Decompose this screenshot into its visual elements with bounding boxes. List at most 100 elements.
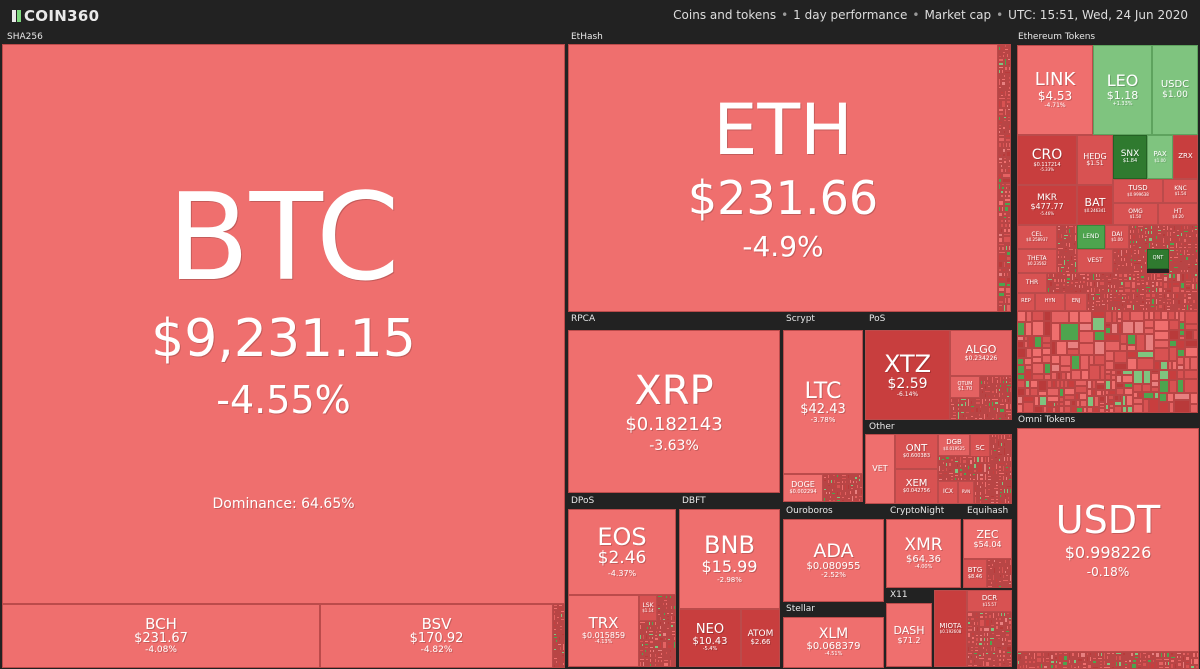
small-coin-tile[interactable] xyxy=(655,649,657,653)
small-coin-tile[interactable] xyxy=(1079,343,1094,355)
small-coin-tile[interactable] xyxy=(1003,236,1011,243)
small-coin-tile[interactable] xyxy=(847,495,851,497)
small-coin-tile[interactable] xyxy=(1000,190,1004,194)
small-coin-tile[interactable] xyxy=(999,494,1002,498)
small-coin-tile[interactable] xyxy=(641,630,643,634)
small-coin-tile[interactable] xyxy=(983,632,986,637)
small-coin-tile[interactable] xyxy=(1133,370,1143,384)
small-coin-tile[interactable] xyxy=(999,384,1002,388)
small-coin-tile[interactable] xyxy=(1059,259,1061,263)
small-coin-tile[interactable] xyxy=(1190,357,1198,370)
small-coin-tile[interactable] xyxy=(1017,380,1025,388)
small-coin-tile[interactable] xyxy=(1005,294,1011,297)
small-coin-tile[interactable] xyxy=(1002,54,1005,58)
small-coin-tile[interactable] xyxy=(560,610,565,613)
small-coin-tile[interactable] xyxy=(1060,355,1071,366)
small-coin-tile[interactable] xyxy=(996,654,999,658)
small-coin-tile[interactable] xyxy=(973,456,976,463)
small-coin-tile[interactable] xyxy=(1006,387,1009,393)
small-coin-tile[interactable] xyxy=(1007,194,1011,198)
small-coin-tile[interactable] xyxy=(1006,100,1011,104)
small-coin-tile[interactable] xyxy=(1057,228,1061,231)
small-coin-tile[interactable] xyxy=(979,646,981,652)
small-coin-tile[interactable] xyxy=(1002,559,1004,566)
small-coin-tile[interactable] xyxy=(998,583,1002,585)
small-coin-tile[interactable] xyxy=(974,481,976,486)
small-coin-tile[interactable] xyxy=(1063,237,1067,240)
small-coin-tile[interactable] xyxy=(558,657,560,662)
small-coin-tile[interactable] xyxy=(967,646,970,652)
small-coin-tile[interactable] xyxy=(956,463,959,468)
small-coin-tile[interactable] xyxy=(1064,250,1068,253)
small-coin-tile[interactable] xyxy=(561,621,563,625)
small-coin-tile[interactable] xyxy=(990,458,994,461)
small-coin-tile[interactable] xyxy=(986,409,988,413)
small-coin-tile[interactable] xyxy=(964,464,967,468)
small-coin-tile[interactable] xyxy=(967,638,971,640)
small-coin-tile[interactable] xyxy=(649,658,652,663)
small-coin-tile[interactable] xyxy=(666,627,670,630)
small-coin-tile[interactable] xyxy=(553,639,555,643)
small-coin-tile[interactable] xyxy=(1172,286,1180,293)
small-coin-tile[interactable] xyxy=(960,407,962,411)
small-coin-tile[interactable] xyxy=(991,415,995,417)
small-coin-tile[interactable] xyxy=(559,621,561,625)
small-coin-tile[interactable] xyxy=(987,470,990,475)
small-coin-tile[interactable] xyxy=(967,473,969,477)
small-coin-tile[interactable] xyxy=(1005,376,1008,380)
small-coin-tile[interactable] xyxy=(1005,462,1008,466)
small-coin-tile[interactable] xyxy=(841,484,844,491)
small-coin-tile[interactable] xyxy=(975,616,979,619)
small-coin-tile[interactable] xyxy=(1169,330,1179,340)
small-coin-tile[interactable] xyxy=(998,617,1002,621)
small-coin-tile[interactable] xyxy=(938,465,941,472)
small-coin-tile[interactable] xyxy=(670,612,674,615)
tile-algo[interactable]: ALGO $0.234226 xyxy=(950,330,1012,376)
small-coin-tile[interactable] xyxy=(1009,566,1012,574)
small-coin-tile[interactable] xyxy=(1009,488,1012,494)
small-coin-tile[interactable] xyxy=(999,621,1004,626)
small-coin-tile[interactable] xyxy=(1060,323,1079,341)
small-coin-tile[interactable] xyxy=(673,605,676,610)
small-coin-tile[interactable] xyxy=(945,460,950,462)
small-coin-tile[interactable] xyxy=(986,376,989,381)
small-coin-tile[interactable] xyxy=(1114,351,1127,363)
small-coin-tile[interactable] xyxy=(955,398,957,403)
small-coin-tile[interactable] xyxy=(654,626,656,630)
small-coin-tile[interactable] xyxy=(1008,664,1012,667)
small-coin-tile[interactable] xyxy=(667,632,669,636)
small-coin-tile[interactable] xyxy=(991,481,995,483)
small-coin-tile[interactable] xyxy=(557,634,561,636)
small-coin-tile[interactable] xyxy=(644,640,649,643)
small-coin-tile[interactable] xyxy=(639,649,644,652)
small-coin-tile[interactable] xyxy=(1009,559,1012,566)
small-coin-tile[interactable] xyxy=(992,652,996,655)
small-coin-tile[interactable] xyxy=(960,414,962,418)
small-coin-tile[interactable] xyxy=(995,413,998,420)
small-coin-tile[interactable] xyxy=(1032,348,1042,357)
small-coin-tile[interactable] xyxy=(1006,434,1008,438)
small-coin-tile[interactable] xyxy=(561,651,565,654)
small-coin-tile[interactable] xyxy=(674,610,676,615)
small-coin-tile[interactable] xyxy=(994,379,996,384)
small-coin-tile[interactable] xyxy=(1001,186,1005,190)
small-coin-tile[interactable] xyxy=(992,612,995,619)
small-coin-tile[interactable] xyxy=(963,468,967,470)
small-coin-tile[interactable] xyxy=(1038,380,1047,391)
small-coin-tile[interactable] xyxy=(989,570,993,572)
small-coin-tile[interactable] xyxy=(657,656,663,659)
small-coin-tile[interactable] xyxy=(984,390,991,393)
small-coin-tile[interactable] xyxy=(998,292,1005,297)
small-coin-tile[interactable] xyxy=(1195,283,1198,290)
tile-leo[interactable]: LEO $1.18 +1.33% xyxy=(1093,45,1152,135)
small-coin-tile[interactable] xyxy=(652,658,654,663)
small-coin-tile[interactable] xyxy=(1001,398,1004,403)
small-coin-tile[interactable] xyxy=(836,489,841,491)
small-coin-tile[interactable] xyxy=(670,628,674,630)
small-coin-tile[interactable] xyxy=(991,559,993,563)
small-coin-tile[interactable] xyxy=(973,652,978,655)
small-coin-tile[interactable] xyxy=(941,456,945,458)
small-coin-tile[interactable] xyxy=(952,414,957,417)
small-coin-tile[interactable] xyxy=(666,612,670,615)
tile-cro[interactable]: CRO $0.117214 -5.33% xyxy=(1017,135,1077,185)
